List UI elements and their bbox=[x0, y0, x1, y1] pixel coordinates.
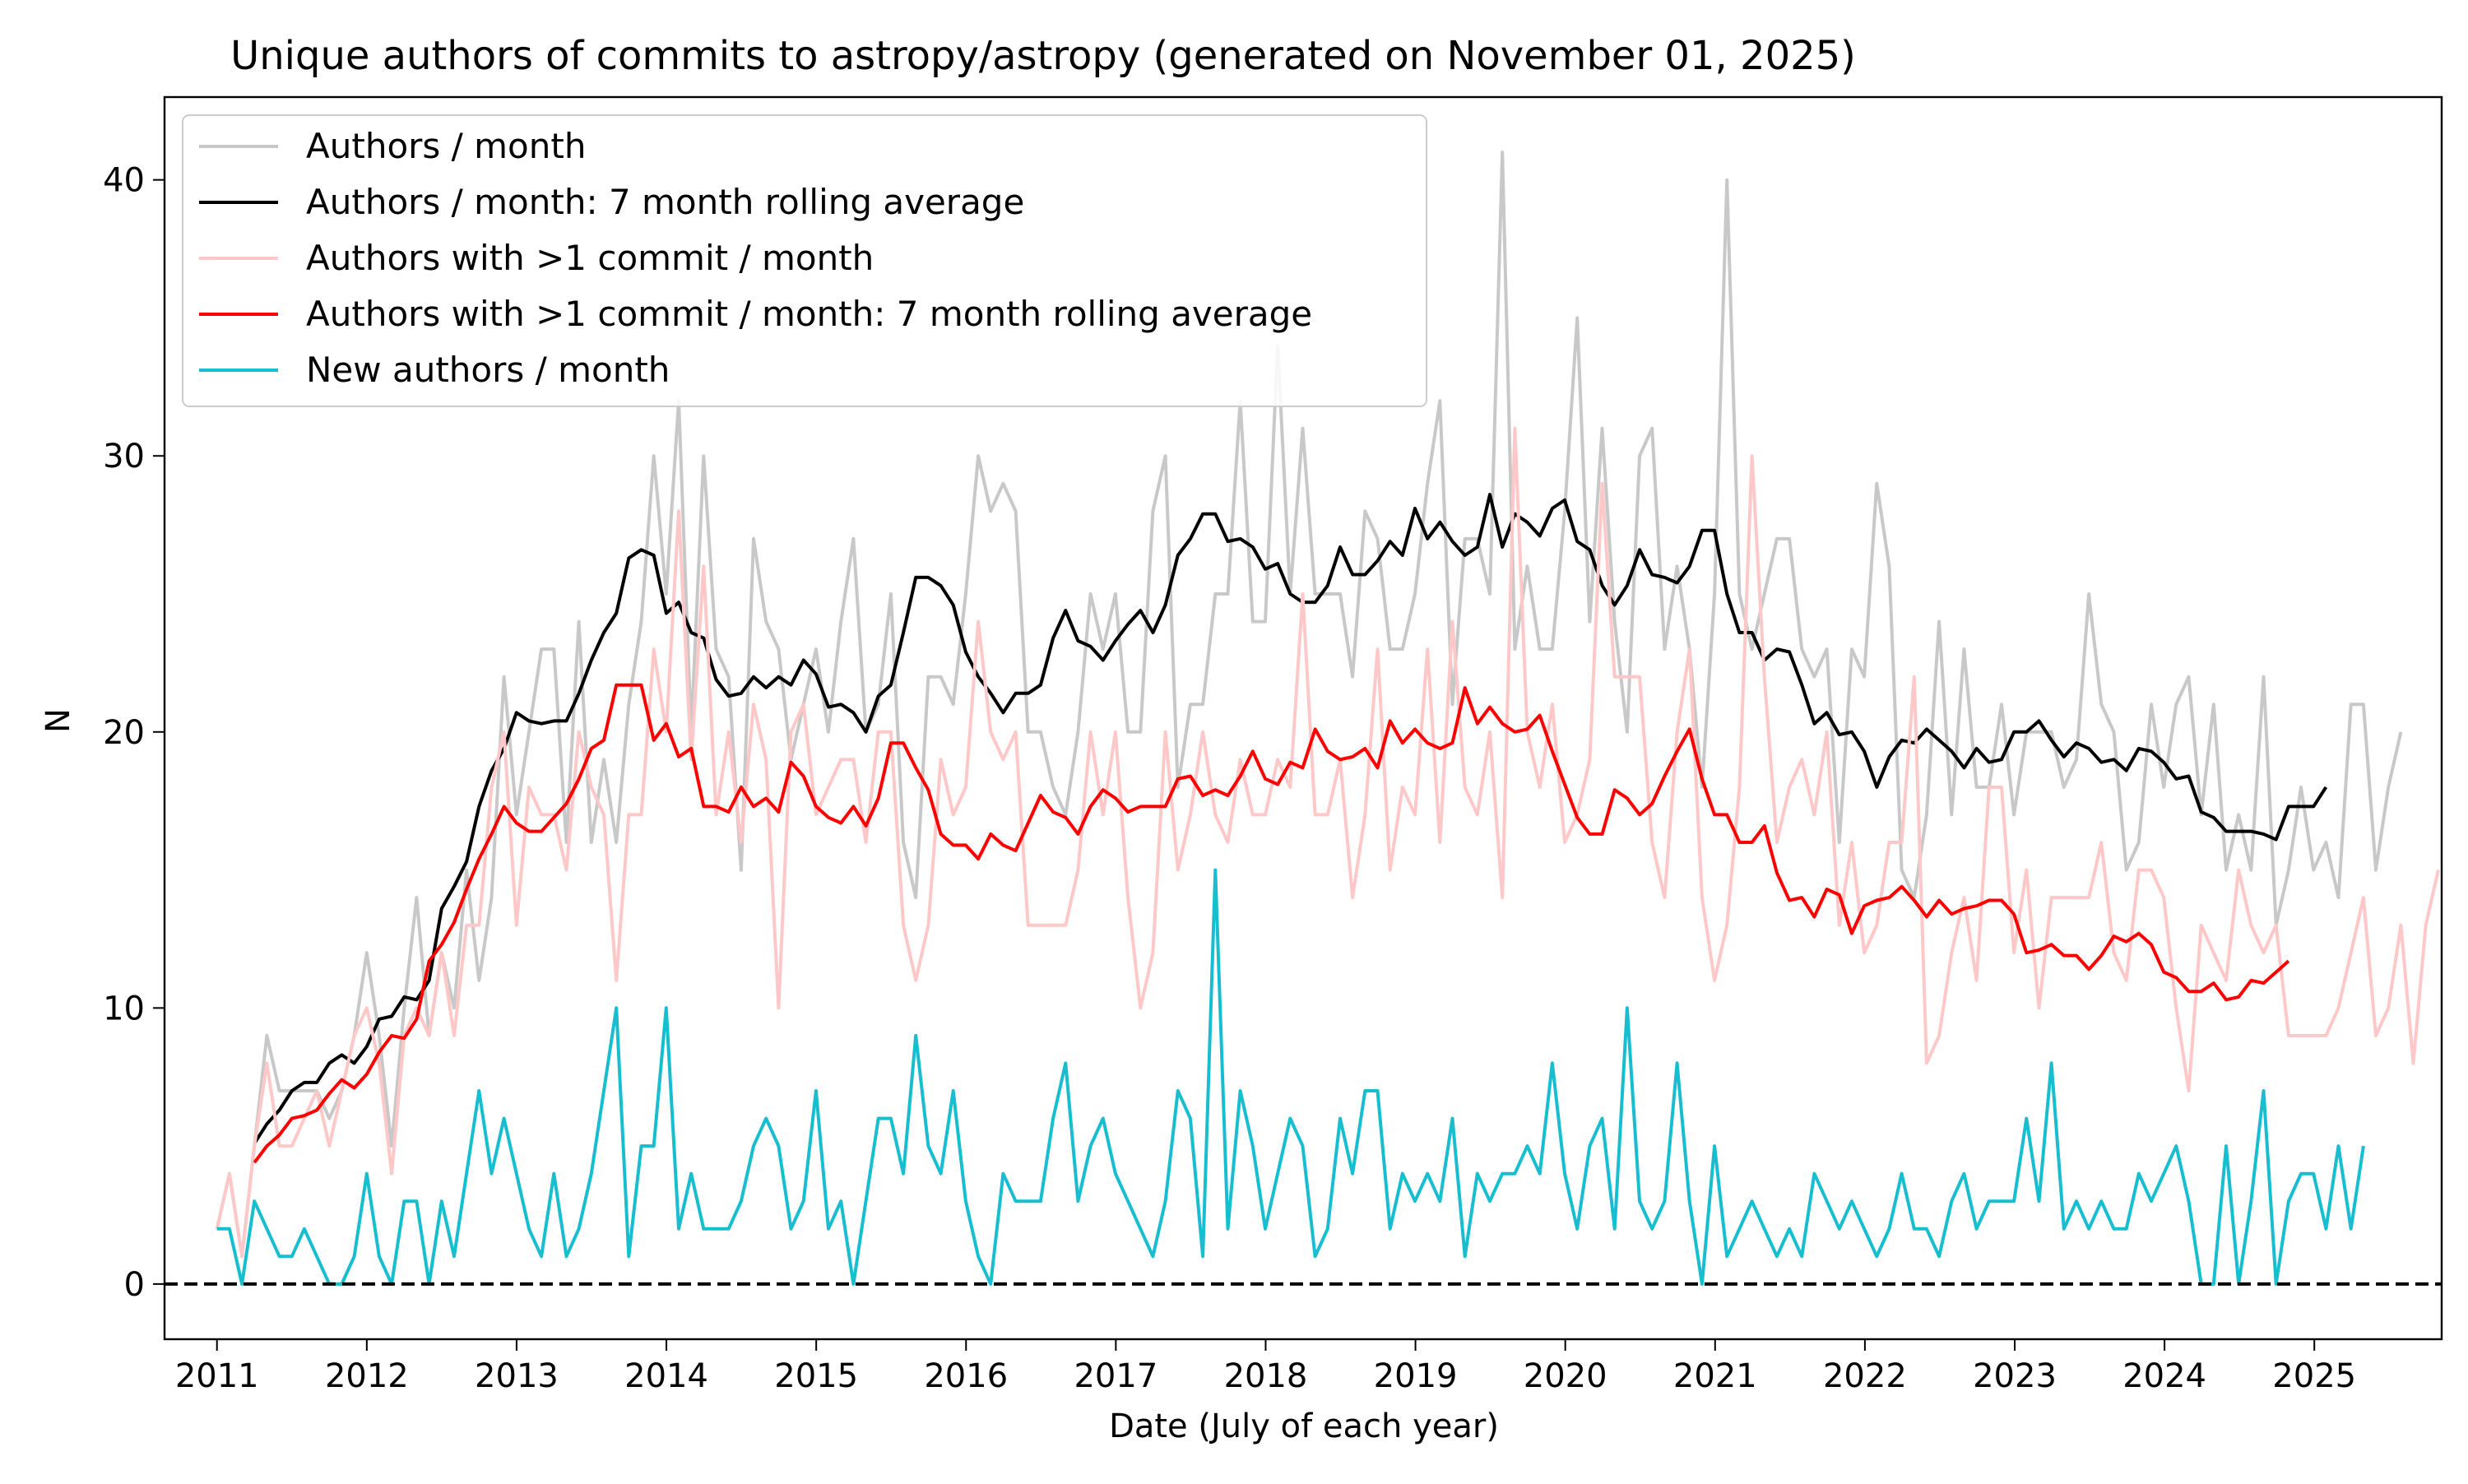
legend: Authors / month Authors / month: 7 month … bbox=[182, 114, 1427, 407]
legend-box bbox=[182, 114, 1427, 407]
series-line bbox=[215, 426, 2440, 1259]
legend-label: Authors / month bbox=[306, 126, 586, 166]
x-tick-label: 2020 bbox=[1524, 1357, 1607, 1395]
x-tick-label: 2019 bbox=[1374, 1357, 1458, 1395]
x-tick-label: 2011 bbox=[175, 1357, 259, 1395]
series-group bbox=[253, 493, 2328, 1144]
x-tick-label: 2018 bbox=[1224, 1357, 1308, 1395]
legend-label: New authors / month bbox=[306, 350, 670, 390]
x-tick-label: 2025 bbox=[2272, 1357, 2356, 1395]
series-group bbox=[215, 426, 2440, 1259]
legend-label: Authors with >1 commit / month: 7 month … bbox=[306, 294, 1312, 334]
x-tick-label: 2015 bbox=[774, 1357, 858, 1395]
chart-title: Unique authors of commits to astropy/ast… bbox=[230, 33, 1856, 79]
series-group bbox=[253, 683, 2290, 1164]
series-group bbox=[215, 151, 2403, 1259]
series-group bbox=[216, 868, 2365, 1286]
series-line bbox=[253, 493, 2328, 1144]
series-line bbox=[253, 683, 2290, 1164]
series-line bbox=[215, 151, 2403, 1259]
x-axis: 2011 2012 2013 2014 2015 2016 2017 2018 2019 2020… bbox=[175, 1339, 2356, 1395]
y-tick-label: 20 bbox=[103, 714, 145, 752]
x-tick-label: 2016 bbox=[924, 1357, 1008, 1395]
plot-frame bbox=[163, 95, 2443, 1341]
x-tick-label: 2017 bbox=[1074, 1357, 1157, 1395]
legend-label: Authors / month: 7 month rolling average bbox=[306, 182, 1024, 222]
x-tick-label: 2024 bbox=[2122, 1357, 2206, 1395]
y-tick-label: 40 bbox=[103, 162, 145, 200]
plot-area bbox=[165, 151, 2442, 1286]
x-tick-label: 2013 bbox=[475, 1357, 559, 1395]
x-tick-label: 2021 bbox=[1673, 1357, 1757, 1395]
legend-label: Authors with >1 commit / month bbox=[306, 238, 874, 278]
x-tick-label: 2014 bbox=[624, 1357, 708, 1395]
y-tick-label: 10 bbox=[103, 990, 145, 1027]
x-axis-label: Date (July of each year) bbox=[1109, 1407, 1499, 1445]
series-line bbox=[216, 868, 2365, 1286]
x-tick-label: 2022 bbox=[1823, 1357, 1907, 1395]
x-tick-label: 2012 bbox=[325, 1357, 409, 1395]
y-axis-label: N bbox=[39, 708, 77, 733]
y-tick-label: 30 bbox=[103, 438, 145, 475]
x-tick-label: 2023 bbox=[1973, 1357, 2057, 1395]
y-tick-label: 0 bbox=[124, 1266, 145, 1304]
y-axis: 0 10 20 30 40 bbox=[103, 162, 165, 1304]
